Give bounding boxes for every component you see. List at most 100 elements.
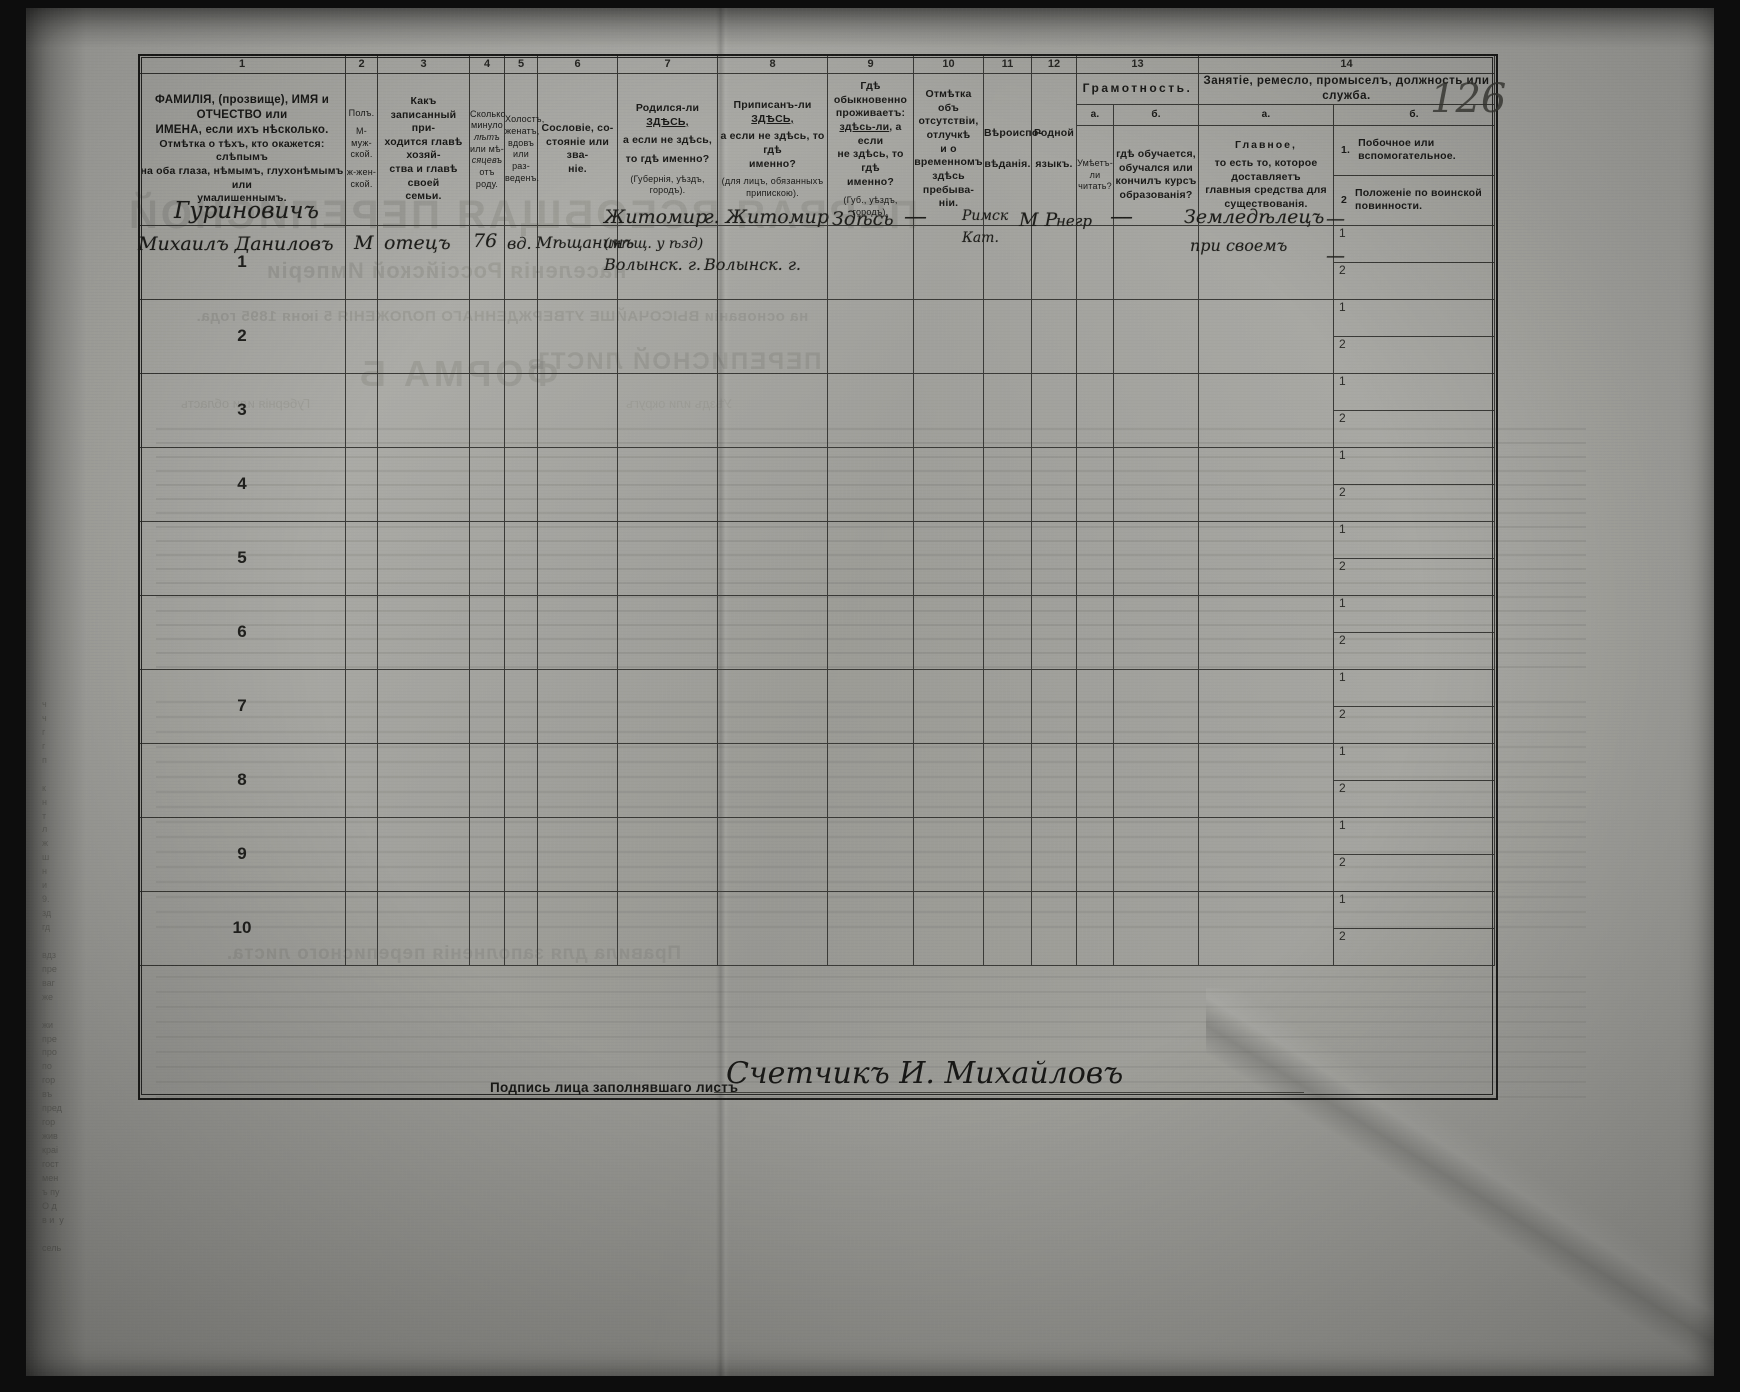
row-cell-residence[interactable]	[827, 668, 914, 744]
row-cell-occupation-main[interactable]	[1198, 890, 1334, 966]
row-cell-occupation-main[interactable]	[1198, 298, 1334, 374]
row-cell-registration[interactable]	[717, 446, 828, 522]
row-cell-age[interactable]	[469, 668, 505, 744]
row-cell-sex[interactable]	[345, 816, 378, 892]
row-cell-sex[interactable]	[345, 742, 378, 818]
row-cell-sex[interactable]	[345, 298, 378, 374]
row-cell-estate[interactable]	[537, 520, 618, 596]
row-cell-literacy-a[interactable]	[1076, 594, 1114, 670]
row-cell-sex[interactable]	[345, 594, 378, 670]
row-cell-age[interactable]	[469, 816, 505, 892]
row-sub-2[interactable]: 2	[1339, 706, 1346, 721]
row-cell-registration[interactable]	[717, 668, 828, 744]
row-cell-registration[interactable]	[717, 520, 828, 596]
row-cell-residence[interactable]	[827, 298, 914, 374]
row-cell-occupation-side[interactable]: 1 2	[1333, 890, 1495, 966]
row-cell-residence[interactable]	[827, 890, 914, 966]
row-cell-estate[interactable]	[537, 446, 618, 522]
row-cell-literacy-b[interactable]	[1113, 594, 1199, 670]
row-cell-residence[interactable]	[827, 372, 914, 448]
row-cell-religion[interactable]	[983, 372, 1032, 448]
row-cell-estate[interactable]	[537, 224, 618, 300]
row-cell-occupation-side[interactable]: 1 2	[1333, 668, 1495, 744]
row-cell-residence[interactable]	[827, 224, 914, 300]
row-cell-relation[interactable]	[377, 668, 470, 744]
row-cell-sex[interactable]	[345, 668, 378, 744]
row-sub-1[interactable]: 1	[1334, 744, 1494, 781]
row-sub-2[interactable]: 2	[1339, 336, 1346, 351]
row-cell-occupation-side[interactable]: 1 2	[1333, 594, 1495, 670]
row-cell-registration[interactable]	[717, 298, 828, 374]
row-cell-occupation-main[interactable]	[1198, 816, 1334, 892]
row-cell-estate[interactable]	[537, 742, 618, 818]
row-cell-estate[interactable]	[537, 372, 618, 448]
row-cell-registration[interactable]	[717, 742, 828, 818]
row-cell-birthplace[interactable]	[617, 668, 718, 744]
row-cell-marital[interactable]	[504, 298, 538, 374]
row-cell-language[interactable]	[1031, 668, 1077, 744]
row-cell-birthplace[interactable]	[617, 594, 718, 670]
row-sub-2[interactable]: 2	[1339, 632, 1346, 647]
row-cell-marital[interactable]	[504, 594, 538, 670]
row-cell-literacy-a[interactable]	[1076, 742, 1114, 818]
row-cell-estate[interactable]	[537, 890, 618, 966]
row-cell-relation[interactable]	[377, 742, 470, 818]
row-cell-age[interactable]	[469, 372, 505, 448]
row-cell-occupation-main[interactable]	[1198, 372, 1334, 448]
row-cell-residence[interactable]	[827, 446, 914, 522]
row-cell-registration[interactable]	[717, 594, 828, 670]
row-cell-birthplace[interactable]	[617, 890, 718, 966]
row-cell-sex[interactable]	[345, 224, 378, 300]
row-cell-marital[interactable]	[504, 372, 538, 448]
row-cell-occupation-main[interactable]	[1198, 446, 1334, 522]
row-cell-birthplace[interactable]	[617, 742, 718, 818]
row-cell-literacy-a[interactable]	[1076, 890, 1114, 966]
row-cell-estate[interactable]	[537, 298, 618, 374]
table-row[interactable]: 2 1 2	[138, 298, 1495, 374]
row-cell-literacy-a[interactable]	[1076, 224, 1114, 300]
row-cell-absence[interactable]	[913, 816, 984, 892]
row-cell-language[interactable]	[1031, 446, 1077, 522]
row-cell-estate[interactable]	[537, 816, 618, 892]
row-cell-language[interactable]	[1031, 594, 1077, 670]
row-cell-literacy-a[interactable]	[1076, 668, 1114, 744]
row-cell-language[interactable]	[1031, 520, 1077, 596]
row-cell-literacy-b[interactable]	[1113, 372, 1199, 448]
row-cell-literacy-a[interactable]	[1076, 816, 1114, 892]
row-cell-relation[interactable]	[377, 224, 470, 300]
row-cell-occupation-side[interactable]: 1 2	[1333, 298, 1495, 374]
table-row[interactable]: 8 1 2	[138, 742, 1495, 818]
row-cell-birthplace[interactable]	[617, 446, 718, 522]
row-cell-absence[interactable]	[913, 372, 984, 448]
row-sub-1[interactable]: 1	[1334, 892, 1494, 929]
row-cell-marital[interactable]	[504, 890, 538, 966]
row-cell-residence[interactable]	[827, 520, 914, 596]
row-cell-sex[interactable]	[345, 372, 378, 448]
row-cell-literacy-a[interactable]	[1076, 372, 1114, 448]
row-cell-marital[interactable]	[504, 668, 538, 744]
row-cell-residence[interactable]	[827, 816, 914, 892]
row-cell-literacy-b[interactable]	[1113, 520, 1199, 596]
row-cell-religion[interactable]	[983, 890, 1032, 966]
row-cell-religion[interactable]	[983, 594, 1032, 670]
row-cell-age[interactable]	[469, 520, 505, 596]
row-cell-age[interactable]	[469, 742, 505, 818]
row-cell-occupation-side[interactable]: 1 2	[1333, 742, 1495, 818]
row-cell-relation[interactable]	[377, 890, 470, 966]
row-cell-birthplace[interactable]	[617, 816, 718, 892]
table-row[interactable]: 9 1 2	[138, 816, 1495, 892]
row-cell-registration[interactable]	[717, 224, 828, 300]
row-cell-age[interactable]	[469, 224, 505, 300]
row-cell-occupation-main[interactable]	[1198, 742, 1334, 818]
row-cell-relation[interactable]	[377, 594, 470, 670]
row-sub-1[interactable]: 1	[1334, 596, 1494, 633]
row-cell-marital[interactable]	[504, 446, 538, 522]
row-cell-language[interactable]	[1031, 224, 1077, 300]
row-sub-1[interactable]: 1	[1334, 374, 1494, 411]
row-sub-2[interactable]: 2	[1339, 928, 1346, 943]
row-cell-birthplace[interactable]	[617, 372, 718, 448]
row-cell-language[interactable]	[1031, 372, 1077, 448]
row-cell-literacy-b[interactable]	[1113, 816, 1199, 892]
table-row[interactable]: 10 1 2	[138, 890, 1495, 966]
row-cell-literacy-b[interactable]	[1113, 890, 1199, 966]
